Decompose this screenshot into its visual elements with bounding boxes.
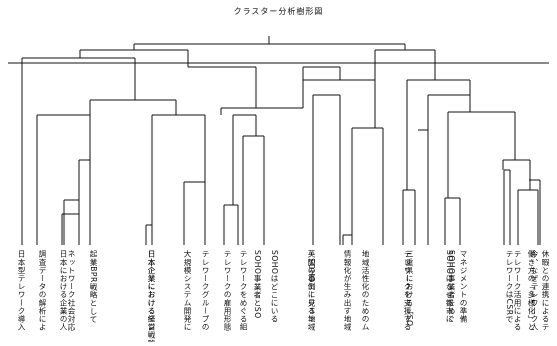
leaf-label: 今、なぜテレワーク人 [530,250,539,331]
leaf-label: テレワーク活用による [513,250,522,331]
leaf-label: SOHO事業者をめぐ [447,250,456,324]
leaf-label: 日本企業における経営戦略 [147,250,156,342]
leaf-label: 情報化が生み出す地域 [343,250,352,331]
leaf-label: 日本型テレワーク導入 [17,250,26,331]
leaf-label: 三重県における「SO [405,250,414,327]
leaf-label: SOHO事業者とSO [253,250,262,319]
leaf-label: マネジメントの準備 [459,250,468,323]
leaf-label: テレワークはCSRで [505,250,514,324]
leaf-label: 調査データの解析によ [38,250,47,331]
leaf-label: 地域活性化のためのム [361,250,370,331]
leaf-label: テレワークを支援する [403,250,412,331]
leaf-label: ネットワーク社会対応 [67,250,76,331]
leaf-label: 起業BPR戦略として [89,250,98,324]
leaf-label: 働き方の「多様化」と [527,250,536,331]
leaf-label: 大規模システム開発に [183,250,192,331]
leaf-label: 休暇との連携によるテ [541,250,550,331]
leaf-label: ・SOHOエージェン [307,250,316,324]
leaf-label: テレワークをめぐる組 [239,250,248,331]
leaf-label: テレワークグループの [201,250,210,331]
leaf-label: 日本における企業の人 [59,250,68,331]
leaf-label: テレワークの雇用形態 [223,250,232,331]
leaf-label: 英国の事例に見る地域 [307,250,316,331]
leaf-label: SOHOはどこにいる [270,250,279,324]
leaf-label: SOHOはなぜ都市に [445,250,454,324]
diagram-title: クラスター分析樹形図 [233,7,324,16]
leaf-label: 日本企業におけるテレ [147,250,156,331]
